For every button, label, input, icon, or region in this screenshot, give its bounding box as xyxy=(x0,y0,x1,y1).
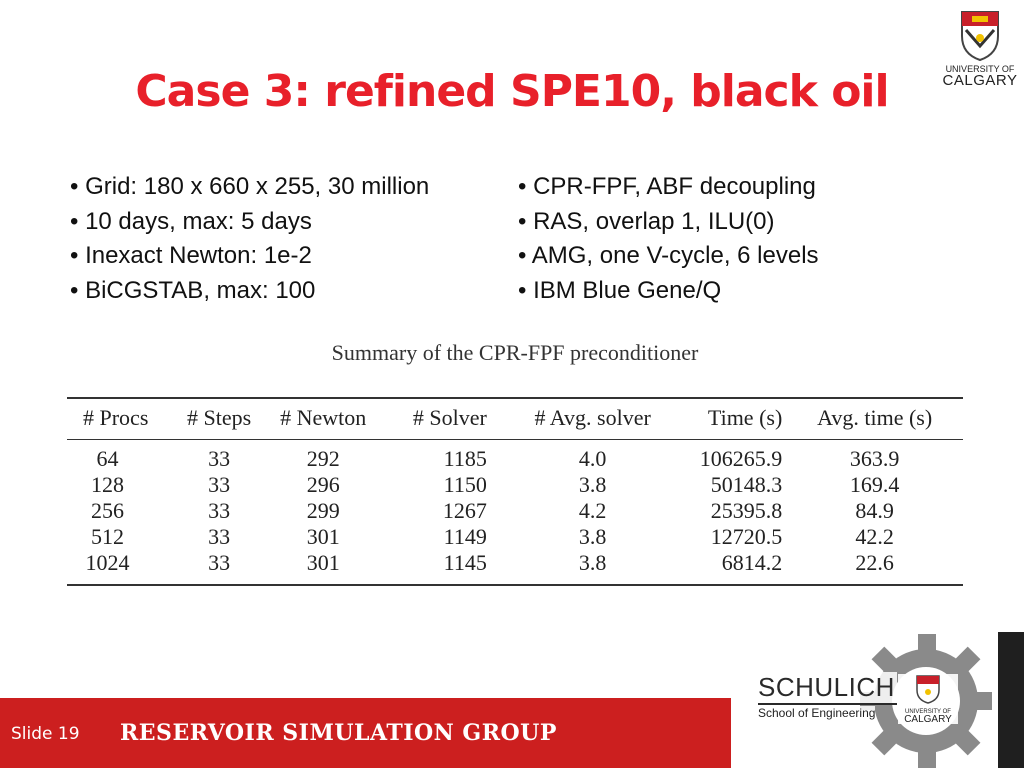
cell: 1150 xyxy=(443,472,487,497)
schulich-subtitle: School of Engineering xyxy=(758,706,876,720)
table-row: 512 33 301 1149 3.8 12720.5 42.2 xyxy=(67,524,963,550)
cell: 292 xyxy=(306,446,340,471)
bullet-item: • Inexact Newton: 1e-2 xyxy=(70,242,312,269)
cell: 296 xyxy=(306,472,340,497)
cell: 64 xyxy=(96,446,119,471)
university-logo: UNIVERSITY OF CALGARY xyxy=(940,8,1020,90)
table-caption: Summary of the CPR-FPF preconditioner xyxy=(331,340,699,365)
cell: 363.9 xyxy=(849,446,900,471)
cell: 4.0 xyxy=(578,446,607,471)
footer-bar: Slide 19 RESERVOIR SIMULATION GROUP xyxy=(0,698,731,768)
table-row: 256 33 299 1267 4.2 25395.8 84.9 xyxy=(67,498,963,524)
col-header: Time (s) xyxy=(670,398,797,440)
col-header: # Solver xyxy=(382,398,515,440)
table-row: 1024 33 301 1145 3.8 6814.2 22.6 xyxy=(67,550,963,585)
cell: 22.6 xyxy=(855,550,894,575)
cell: 3.8 xyxy=(578,472,607,497)
cell: 33 xyxy=(208,498,231,523)
cell: 301 xyxy=(306,524,340,549)
bullet-list-right: • CPR-FPF, ABF decoupling • RAS, overlap… xyxy=(518,170,819,308)
crest-line2: CALGARY xyxy=(904,714,952,725)
crest-icon xyxy=(916,675,940,704)
bullet-item: • BiCGSTAB, max: 100 xyxy=(70,276,316,304)
cell: 106265.9 xyxy=(699,446,783,471)
schulich-name: SCHULICH xyxy=(758,672,897,705)
results-table: # Procs # Steps # Newton # Solver # Avg.… xyxy=(67,397,963,586)
logo-line1: UNIVERSITY OF xyxy=(945,64,1015,74)
cell: 1185 xyxy=(443,446,487,471)
cell: 33 xyxy=(208,524,231,549)
bullet-item: • 10 days, max: 5 days xyxy=(70,207,312,235)
cell: 1149 xyxy=(443,524,487,549)
cell: 512 xyxy=(90,524,124,549)
cell: 50148.3 xyxy=(710,472,783,497)
bullet-item: • RAS, overlap 1, ILU(0) xyxy=(518,207,775,235)
cell: 42.2 xyxy=(855,524,894,549)
logo-line2: CALGARY xyxy=(942,72,1018,89)
slide-number: Slide 19 xyxy=(11,724,80,744)
logo-accent-bar xyxy=(998,632,1024,768)
cell: 84.9 xyxy=(855,498,894,523)
bullet-list-left: • Grid: 180 x 660 x 255, 30 million • 10… xyxy=(70,170,429,308)
cell: 33 xyxy=(208,446,231,471)
cell: 33 xyxy=(208,472,231,497)
bullet-item: • Grid: 180 x 660 x 255, 30 million xyxy=(70,173,430,200)
cell: 128 xyxy=(90,472,124,497)
bullet-item: • AMG, one V-cycle, 6 levels xyxy=(518,242,819,269)
bullet-item: • CPR-FPF, ABF decoupling xyxy=(518,173,816,200)
cell: 299 xyxy=(306,498,340,523)
university-crest: UNIVERSITY OF CALGARY xyxy=(898,674,958,725)
col-header: # Steps xyxy=(173,398,265,440)
cell: 12720.5 xyxy=(710,524,783,549)
col-header: # Avg. solver xyxy=(514,398,671,440)
cell: 301 xyxy=(306,550,340,575)
crest-line1: UNIVERSITY OF xyxy=(905,709,951,715)
table-row: 128 33 296 1150 3.8 50148.3 169.4 xyxy=(67,472,963,498)
col-header: # Procs xyxy=(67,398,174,440)
cell: 3.8 xyxy=(578,524,607,549)
cell: 33 xyxy=(208,550,231,575)
cell: 25395.8 xyxy=(710,498,783,523)
col-header: # Newton xyxy=(264,398,383,440)
slide-title: Case 3: refined SPE10, black oil xyxy=(135,66,889,117)
table-header-row: # Procs # Steps # Newton # Solver # Avg.… xyxy=(67,398,963,440)
col-header: Avg. time (s) xyxy=(796,398,963,440)
cell: 1267 xyxy=(442,498,487,523)
cell: 4.2 xyxy=(578,498,607,523)
table-row: 64 33 292 1185 4.0 106265.9 363.9 xyxy=(67,440,963,473)
cell: 256 xyxy=(90,498,124,523)
cell: 3.8 xyxy=(578,550,607,575)
cell: 169.4 xyxy=(849,472,900,497)
group-name: RESERVOIR SIMULATION GROUP xyxy=(120,720,557,746)
bullet-item: • IBM Blue Gene/Q xyxy=(518,276,722,304)
crest-icon xyxy=(961,11,999,62)
cell: 6814.2 xyxy=(721,550,783,575)
cell: 1145 xyxy=(443,550,487,575)
cell: 1024 xyxy=(85,550,130,575)
schulich-logo: SCHULICH School of Engineering UNIVERSIT… xyxy=(752,630,1024,768)
